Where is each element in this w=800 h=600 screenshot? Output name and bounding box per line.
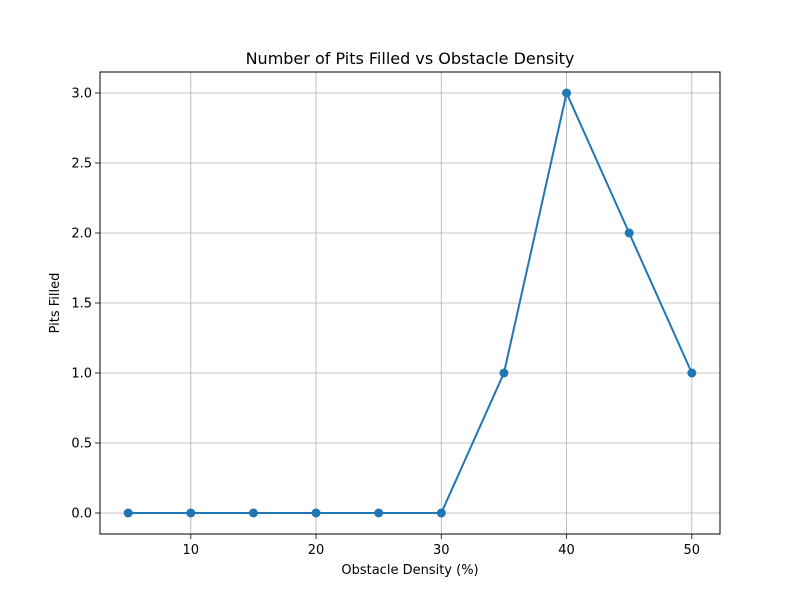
data-point	[624, 228, 634, 238]
x-tick-label: 20	[308, 543, 325, 558]
data-point	[248, 508, 258, 518]
y-tick-label: 2.5	[71, 157, 92, 172]
x-tick-label: 30	[433, 543, 450, 558]
series-line	[128, 92, 693, 514]
x-tick-label: 10	[183, 543, 200, 558]
x-axis: 10 20 30 40 50	[183, 534, 701, 558]
chart-title: Number of Pits Filled vs Obstacle Densit…	[246, 49, 575, 68]
data-point	[562, 88, 572, 98]
data-point	[687, 368, 697, 378]
y-tick-label: 3.0	[71, 87, 92, 102]
x-axis-label: Obstacle Density (%)	[341, 563, 478, 578]
data-point	[123, 508, 133, 518]
y-axis-label: Pits Filled	[48, 273, 63, 334]
data-point	[186, 508, 196, 518]
y-tick-label: 1.5	[71, 297, 92, 312]
y-tick-label: 2.0	[71, 227, 92, 242]
data-point	[374, 508, 384, 518]
series-layer	[123, 88, 697, 518]
x-tick-label: 40	[558, 543, 575, 558]
data-point	[311, 508, 321, 518]
data-point	[499, 368, 509, 378]
y-tick-label: 1.0	[71, 367, 92, 382]
y-axis: 0.0 0.5 1.0 1.5 2.0 2.5 3.0	[71, 87, 100, 522]
data-point	[436, 508, 446, 518]
y-tick-label: 0.0	[71, 507, 92, 522]
y-tick-label: 0.5	[71, 437, 92, 452]
x-tick-label: 50	[684, 543, 701, 558]
